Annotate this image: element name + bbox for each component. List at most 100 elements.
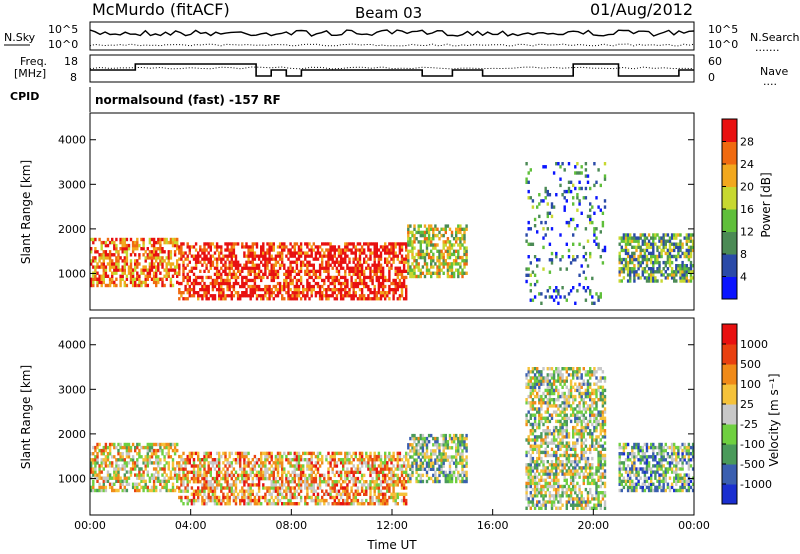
- heatmap-cell: [461, 237, 464, 241]
- heatmap-cell: [689, 264, 693, 268]
- heatmap-cell: [559, 165, 562, 169]
- heatmap-cell: [375, 251, 378, 255]
- heatmap-cell: [268, 473, 271, 478]
- heatmap-cell: [411, 446, 414, 450]
- heatmap-cell: [567, 186, 571, 191]
- heatmap-cell: [117, 473, 120, 477]
- heatmap-cell: [536, 475, 539, 479]
- heatmap-cell: [350, 502, 353, 506]
- heatmap-cell: [668, 257, 672, 262]
- heatmap-cell: [392, 281, 395, 286]
- heatmap-cell: [527, 503, 530, 507]
- heatmap-cell: [371, 281, 374, 286]
- heatmap-cell: [658, 264, 661, 268]
- heatmap-cell: [335, 294, 339, 298]
- heatmap-cell: [314, 254, 318, 258]
- heatmap-cell: [358, 451, 362, 456]
- heatmap-cell: [150, 452, 154, 456]
- heatmap-cell: [247, 278, 250, 283]
- heatmap-cell: [127, 243, 131, 248]
- heatmap-cell: [396, 473, 399, 478]
- heatmap-cell: [536, 466, 539, 470]
- colorbar-tick-label: 28: [740, 136, 754, 149]
- heatmap-cell: [197, 480, 200, 484]
- heatmap-cell: [436, 461, 439, 465]
- heatmap-cell: [350, 489, 353, 493]
- heatmap-cell: [461, 440, 464, 444]
- heatmap-cell: [148, 448, 152, 453]
- heatmap-cell: [276, 464, 280, 468]
- colorbar-segment: [722, 276, 737, 300]
- heatmap-cell: [360, 454, 364, 459]
- heatmap-cell: [113, 240, 116, 245]
- heatmap-cell: [329, 492, 332, 496]
- heatmap-cell: [144, 256, 147, 260]
- heatmap-cell: [461, 464, 464, 468]
- heatmap-cell: [360, 291, 364, 295]
- heatmap-cell: [180, 281, 183, 286]
- heatmap-cell: [656, 267, 659, 271]
- heatmap-cell: [163, 274, 166, 278]
- heatmap-cell: [434, 476, 437, 481]
- heatmap-cell: [239, 461, 242, 465]
- heatmap-cell: [375, 269, 378, 273]
- heatmap-cell: [352, 284, 355, 289]
- heatmap-cell: [178, 470, 181, 474]
- heatmap-cell: [243, 498, 246, 503]
- heatmap-cell: [161, 280, 164, 285]
- heatmap-cell: [589, 202, 592, 206]
- heatmap-cell: [173, 265, 177, 269]
- heatmap-cell: [299, 476, 303, 481]
- heatmap-cell: [691, 245, 695, 249]
- heatmap-cell: [396, 284, 399, 289]
- heatmap-cell: [567, 292, 571, 296]
- heatmap-cell: [274, 467, 278, 471]
- heatmap-cell: [209, 266, 212, 270]
- heatmap-cell: [465, 470, 468, 475]
- heatmap-cell: [555, 193, 558, 197]
- heatmap-cell: [381, 245, 385, 249]
- heatmap-cell: [314, 489, 318, 493]
- heatmap-cell: [430, 224, 433, 228]
- heatmap-cell: [337, 288, 341, 292]
- heatmap-cell: [117, 442, 120, 447]
- heatmap-cell: [285, 486, 288, 490]
- heatmap-cell: [310, 454, 313, 459]
- heatmap-cell: [434, 436, 437, 441]
- heatmap-cell: [146, 271, 149, 275]
- heatmap-cell: [381, 248, 385, 252]
- heatmap-cell: [96, 476, 99, 480]
- heatmap-cell: [268, 257, 271, 261]
- heatmap-cell: [283, 263, 286, 267]
- heatmap-cell: [398, 454, 402, 459]
- heatmap-cell: [293, 458, 296, 462]
- heatmap-cell: [358, 458, 362, 462]
- heatmap-cell: [339, 473, 343, 478]
- heatmap-cell: [388, 483, 391, 487]
- heatmap-cell: [113, 247, 116, 251]
- heatmap-cell: [465, 436, 468, 441]
- heatmap-cell: [388, 284, 391, 289]
- heatmap-cell: [673, 248, 676, 253]
- heatmap-cell: [262, 473, 265, 478]
- heatmap-cell: [134, 473, 137, 477]
- heatmap-cell: [194, 291, 198, 295]
- heatmap-cell: [344, 275, 347, 280]
- heatmap-cell: [165, 479, 168, 483]
- heatmap-cell: [654, 254, 657, 259]
- heatmap-cell: [310, 476, 313, 481]
- heatmap-cell: [318, 272, 322, 276]
- heatmap-cell: [201, 275, 204, 280]
- heatmap-cell: [327, 272, 330, 276]
- heatmap-cell: [427, 464, 431, 468]
- heatmap-cell: [555, 162, 558, 166]
- heatmap-cell: [213, 486, 217, 490]
- heatmap-cell: [446, 262, 450, 266]
- heatmap-cell: [687, 245, 691, 249]
- heatmap-cell: [683, 267, 686, 271]
- heatmap-cell: [264, 470, 267, 474]
- heatmap-cell: [314, 245, 318, 249]
- heatmap-cell: [629, 239, 632, 243]
- heatmap-cell: [228, 278, 231, 283]
- heatmap-cell: [652, 267, 655, 271]
